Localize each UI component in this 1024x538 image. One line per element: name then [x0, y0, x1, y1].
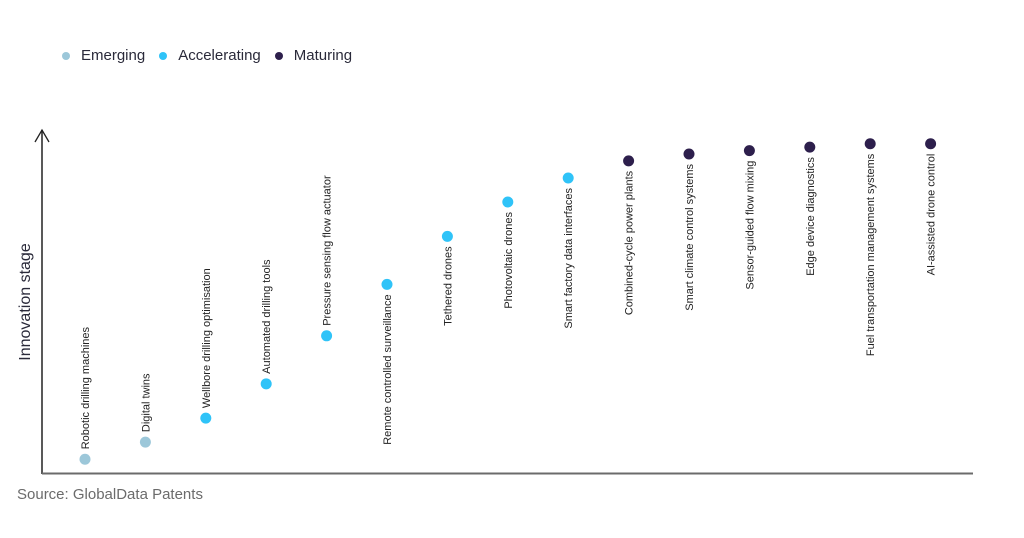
source-note: Source: GlobalData Patents: [17, 486, 203, 503]
legend-label: Maturing: [293, 47, 353, 64]
data-point-label: Edge device diagnostics: [805, 157, 817, 276]
data-point: [200, 412, 212, 424]
data-point: [623, 155, 635, 167]
data-point: [502, 196, 514, 208]
legend-dot-accelerating: [159, 51, 168, 60]
data-point-label: Sensor-guided flow mixing: [744, 161, 756, 290]
data-point: [441, 230, 453, 242]
data-point-label: Automated drilling tools: [261, 259, 273, 374]
data-point-label: Fuel transportation management systems: [865, 153, 877, 356]
data-point: [683, 148, 695, 160]
data-point-label: Remote controlled surveillance: [382, 294, 394, 444]
data-point-label: Smart climate control systems: [684, 164, 696, 311]
data-point-label: Robotic drilling machines: [80, 327, 92, 450]
legend-item-accelerating: Accelerating: [159, 47, 261, 64]
data-point: [562, 172, 574, 184]
data-point: [79, 453, 91, 465]
data-point: [743, 145, 755, 157]
legend-label: Emerging: [81, 47, 146, 64]
y-axis-label: Innovation stage: [17, 243, 34, 361]
data-point: [381, 278, 393, 290]
data-point-label: Wellbore drilling optimisation: [201, 268, 213, 408]
data-point: [139, 436, 151, 448]
data-point-label: Pressure sensing flow actuator: [322, 175, 334, 326]
data-point-label: Digital twins: [140, 373, 152, 432]
legend-dot-maturing: [274, 51, 283, 60]
legend-label: Accelerating: [178, 47, 261, 64]
data-point-label: Combined-cycle power plants: [624, 170, 636, 315]
data-point: [260, 378, 272, 390]
data-point-label: Tethered drones: [442, 246, 454, 326]
y-axis-arrow: [34, 128, 50, 143]
legend-item-emerging: Emerging: [62, 47, 145, 64]
data-point: [804, 141, 816, 153]
data-point: [925, 138, 937, 150]
legend: Emerging Accelerating Maturing: [62, 47, 366, 64]
legend-item-maturing: Maturing: [274, 47, 353, 64]
data-point: [864, 138, 876, 150]
data-point-label: Photovoltaic drones: [503, 212, 515, 309]
data-point-label: AI-assisted drone control: [926, 154, 938, 276]
legend-dot-emerging: [62, 51, 70, 60]
data-point-label: Smart factory data interfaces: [563, 188, 575, 329]
data-point: [321, 330, 333, 342]
